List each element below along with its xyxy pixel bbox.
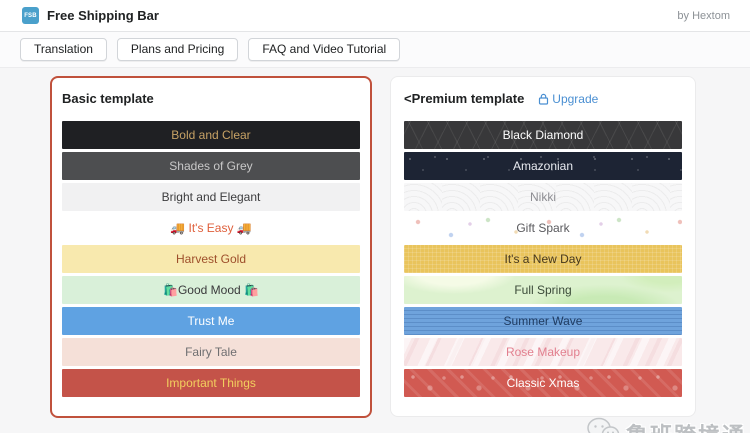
upgrade-link[interactable]: Upgrade [538,92,598,106]
watermark: 鲁班跨境通 [586,416,746,433]
app-header: FSB Free Shipping Bar by Hextom [0,0,750,32]
template-bar-harvest-gold[interactable]: Harvest Gold [62,245,360,273]
premium-template-card: <Premium template Upgrade Black Diamond A… [390,76,696,417]
byline: by Hextom [677,9,730,22]
premium-template-header: <Premium template Upgrade [404,91,682,106]
page-title: Free Shipping Bar [47,8,159,23]
translation-button[interactable]: Translation [20,38,107,61]
wechat-icon [586,416,620,433]
premium-template-heading: <Premium template [404,91,525,106]
template-bar-shades-of-grey[interactable]: Shades of Grey [62,152,360,180]
template-bar-rose-makeup[interactable]: Rose Makeup [404,338,682,366]
template-bar-gift-spark[interactable]: Gift Spark [404,214,682,242]
template-bar-black-diamond[interactable]: Black Diamond [404,121,682,149]
template-bar-bright-and-elegant[interactable]: Bright and Elegant [62,183,360,211]
upgrade-label: Upgrade [552,91,599,106]
basic-template-heading: Basic template [62,91,154,106]
toolbar: Translation Plans and Pricing FAQ and Vide… [0,32,750,68]
plans-and-pricing-button[interactable]: Plans and Pricing [116,38,239,61]
template-bar-nikki[interactable]: Nikki [404,183,682,211]
template-bar-summer-wave[interactable]: Summer Wave [404,307,682,335]
template-bar-amazonian[interactable]: Amazonian [404,152,682,180]
template-bar-good-mood[interactable]: 🛍️Good Mood 🛍️ [62,276,360,304]
basic-template-list: Bold and Clear Shades of Grey Bright and E… [62,121,360,397]
template-bar-it-s-a-new-day[interactable]: It's a New Day [404,245,682,273]
basic-template-card: Basic template Bold and Clear Shades of G… [50,76,372,418]
lock-icon [538,93,549,105]
premium-template-list: Black Diamond Amazonian Nikki Gift Spark It'… [404,121,682,397]
template-bar-full-spring[interactable]: Full Spring [404,276,682,304]
main-content: Basic template Bold and Clear Shades of G… [0,68,750,433]
template-bar-it-s-easy[interactable]: 🚚 It's Easy 🚚 [62,214,360,242]
template-bar-trust-me[interactable]: Trust Me [62,307,360,335]
app-logo-icon: FSB [22,7,39,24]
faq-and-video-tutorial-button[interactable]: FAQ and Video Tutorial [248,38,401,61]
template-bar-bold-and-clear[interactable]: Bold and Clear [62,121,360,149]
watermark-text: 鲁班跨境通 [626,418,746,433]
template-bar-fairy-tale[interactable]: Fairy Tale [62,338,360,366]
app-identity: FSB Free Shipping Bar [22,7,677,24]
template-bar-classic-xmas[interactable]: Classic Xmas [404,369,682,397]
template-bar-important-things[interactable]: Important Things [62,369,360,397]
